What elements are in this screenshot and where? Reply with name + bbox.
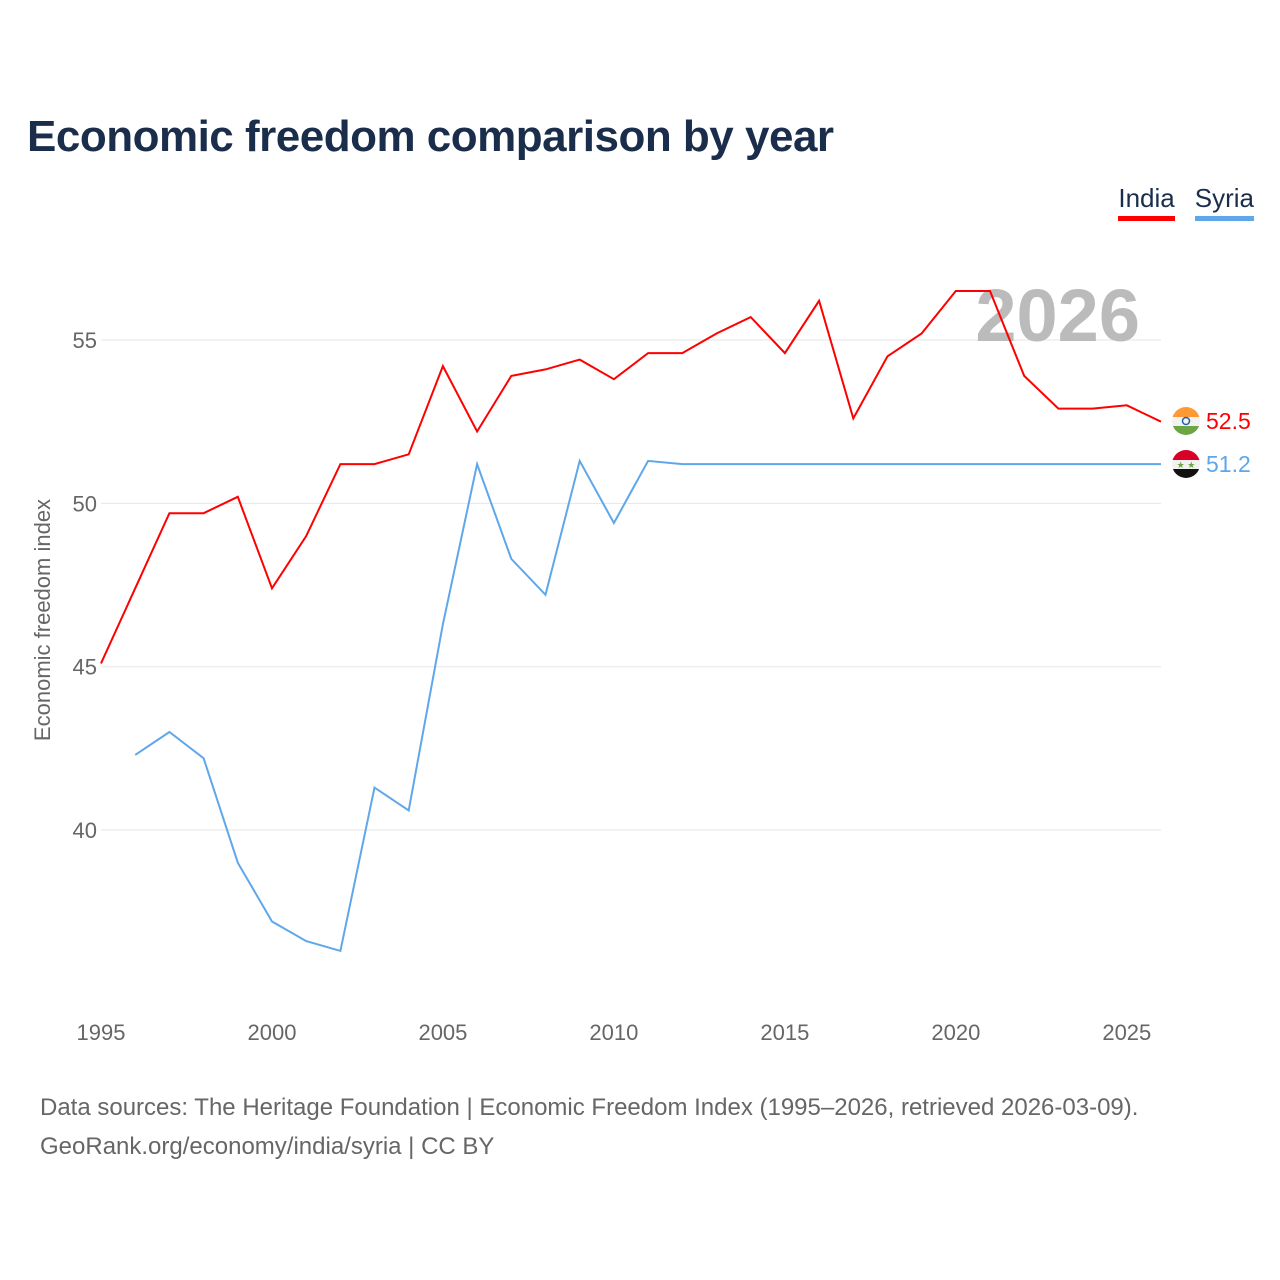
data-point-syria[interactable]: [132, 752, 138, 758]
data-point-india[interactable]: [132, 585, 138, 591]
data-point-syria[interactable]: [884, 461, 890, 467]
data-point-india[interactable]: [850, 415, 856, 421]
x-tick-label: 2025: [1102, 1020, 1151, 1045]
data-point-india[interactable]: [166, 510, 172, 516]
data-point-india[interactable]: [987, 288, 993, 294]
y-tick-label: 45: [73, 655, 97, 680]
data-point-india[interactable]: [611, 376, 617, 382]
y-axis-label: Economic freedom index: [30, 499, 55, 741]
data-point-syria[interactable]: [1055, 461, 1061, 467]
data-point-syria[interactable]: [782, 461, 788, 467]
x-tick-label: 2015: [760, 1020, 809, 1045]
data-point-syria[interactable]: [303, 938, 309, 944]
y-tick-label: 55: [73, 328, 97, 353]
legend-syria[interactable]: Syria: [1194, 183, 1254, 221]
data-point-india[interactable]: [645, 350, 651, 356]
legend: India Syria: [1118, 183, 1254, 221]
data-point-india[interactable]: [337, 461, 343, 467]
data-point-india[interactable]: [816, 298, 822, 304]
data-point-india[interactable]: [303, 533, 309, 539]
data-point-india[interactable]: [713, 330, 719, 336]
data-point-syria[interactable]: [235, 860, 241, 866]
data-point-india[interactable]: [269, 585, 275, 591]
data-point-syria[interactable]: [269, 919, 275, 925]
data-point-syria[interactable]: [166, 729, 172, 735]
data-point-india[interactable]: [1090, 406, 1096, 412]
data-point-syria[interactable]: [474, 461, 480, 467]
data-point-india[interactable]: [508, 373, 514, 379]
data-point-syria[interactable]: [406, 807, 412, 813]
y-tick-label: 40: [73, 818, 97, 843]
x-tick-label: 2020: [931, 1020, 980, 1045]
data-point-syria[interactable]: [372, 785, 378, 791]
data-point-india[interactable]: [782, 350, 788, 356]
data-point-syria[interactable]: [816, 461, 822, 467]
data-point-india[interactable]: [884, 353, 890, 359]
data-point-india[interactable]: [748, 314, 754, 320]
data-point-india[interactable]: [1158, 419, 1164, 425]
data-point-syria[interactable]: [543, 592, 549, 598]
data-point-syria[interactable]: [987, 461, 993, 467]
data-point-syria[interactable]: [1090, 461, 1096, 467]
data-point-india[interactable]: [406, 451, 412, 457]
data-point-india[interactable]: [919, 330, 925, 336]
data-point-india[interactable]: [1021, 373, 1027, 379]
end-value-label-india: 52.5: [1206, 408, 1251, 434]
data-point-syria[interactable]: [1021, 461, 1027, 467]
data-point-india[interactable]: [235, 494, 241, 500]
svg-text:★ ★: ★ ★: [1177, 460, 1196, 470]
data-point-india[interactable]: [577, 357, 583, 363]
data-point-india[interactable]: [372, 461, 378, 467]
source-line-1: Data sources: The Heritage Foundation | …: [40, 1094, 1139, 1121]
source-note: Data sources: The Heritage Foundation | …: [40, 1088, 1138, 1166]
india-flag-icon: [1172, 407, 1200, 435]
data-point-syria[interactable]: [748, 461, 754, 467]
data-point-syria[interactable]: [1124, 461, 1130, 467]
data-point-india[interactable]: [543, 366, 549, 372]
data-point-syria[interactable]: [645, 458, 651, 464]
series-line-syria[interactable]: [134, 458, 1161, 953]
data-point-syria[interactable]: [440, 621, 446, 627]
legend-india[interactable]: India: [1118, 183, 1175, 221]
year-watermark: 2026: [975, 274, 1140, 357]
data-point-india[interactable]: [474, 428, 480, 434]
data-point-syria[interactable]: [713, 461, 719, 467]
data-point-india[interactable]: [1055, 406, 1061, 412]
data-point-india[interactable]: [1124, 402, 1130, 408]
y-tick-label: 50: [73, 491, 97, 516]
chart-title: Economic freedom comparison by year: [27, 112, 834, 161]
data-point-syria[interactable]: [577, 458, 583, 464]
data-point-india[interactable]: [440, 363, 446, 369]
series-line-india[interactable]: [100, 290, 1162, 664]
data-point-syria[interactable]: [919, 461, 925, 467]
data-point-syria[interactable]: [337, 948, 343, 954]
x-tick-label: 1995: [77, 1020, 126, 1045]
data-point-syria[interactable]: [611, 520, 617, 526]
data-point-syria[interactable]: [679, 461, 685, 467]
data-point-india[interactable]: [953, 288, 959, 294]
data-point-syria[interactable]: [850, 461, 856, 467]
data-point-syria[interactable]: [201, 755, 207, 761]
syria-flag-icon: ★ ★: [1172, 450, 1200, 478]
data-point-syria[interactable]: [953, 461, 959, 467]
source-line-2[interactable]: GeoRank.org/economy/india/syria | CC BY: [40, 1133, 495, 1160]
end-value-label-syria: 51.2: [1206, 451, 1251, 477]
data-point-india[interactable]: [201, 510, 207, 516]
data-point-india[interactable]: [679, 350, 685, 356]
data-point-india[interactable]: [98, 660, 104, 666]
data-point-syria[interactable]: [508, 556, 514, 562]
x-tick-label: 2010: [589, 1020, 638, 1045]
x-tick-label: 2000: [247, 1020, 296, 1045]
x-tick-label: 2005: [418, 1020, 467, 1045]
data-point-syria[interactable]: [1158, 461, 1164, 467]
